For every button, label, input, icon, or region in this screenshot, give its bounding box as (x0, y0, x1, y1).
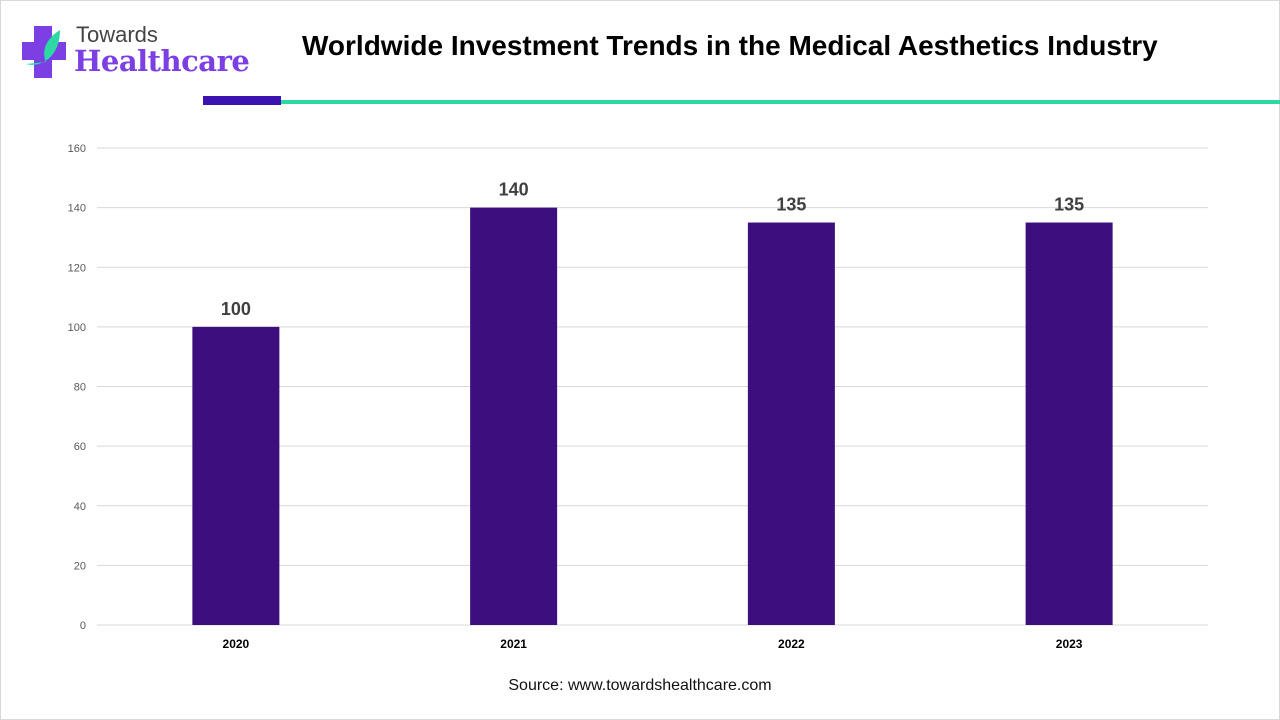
data-label: 135 (1054, 195, 1084, 215)
y-tick-label: 60 (74, 441, 86, 453)
medical-cross-leaf-icon (22, 26, 66, 78)
header-accent-teal (281, 100, 1280, 104)
x-tick-label: 2022 (778, 637, 805, 651)
towards-healthcare-logo: Towards Healthcare (20, 22, 250, 82)
data-label: 100 (221, 299, 251, 319)
bar-2020 (192, 326, 280, 625)
logo-text-healthcare: Healthcare (74, 44, 250, 78)
x-tick-label: 2021 (500, 637, 527, 651)
y-tick-label: 160 (68, 143, 86, 155)
x-tick-label: 2023 (1056, 637, 1083, 651)
data-label: 140 (499, 180, 529, 200)
y-tick-label: 100 (68, 322, 86, 334)
source-note: Source: www.towardshealthcare.com (508, 677, 772, 694)
data-label: 135 (776, 195, 806, 215)
chart-title: Worldwide Investment Trends in the Medic… (302, 30, 1158, 61)
y-tick-label: 140 (68, 203, 86, 215)
bar-2021 (470, 207, 558, 625)
x-tick-label: 2020 (223, 637, 250, 651)
y-tick-label: 40 (74, 501, 86, 513)
bar-2022 (747, 222, 835, 625)
y-tick-label: 0 (80, 620, 86, 632)
y-tick-label: 20 (74, 560, 86, 572)
y-tick-label: 80 (74, 382, 86, 394)
y-tick-label: 120 (68, 262, 86, 274)
bar-2023 (1025, 222, 1113, 625)
logo-text-towards: Towards (76, 22, 158, 47)
header-accent-dark (203, 96, 281, 105)
